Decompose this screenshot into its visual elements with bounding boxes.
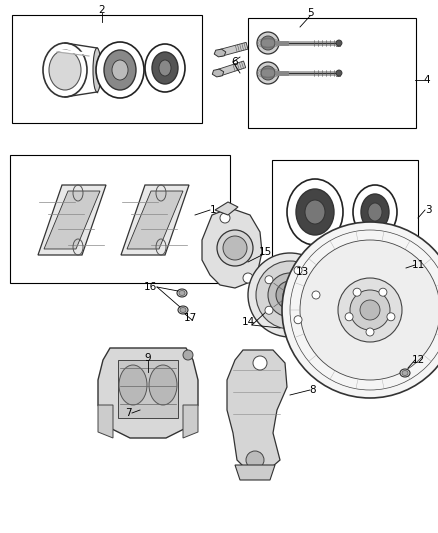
Bar	[248, 18, 416, 128]
Ellipse shape	[261, 66, 275, 80]
Text: 2: 2	[99, 5, 105, 15]
Ellipse shape	[366, 328, 374, 336]
Ellipse shape	[220, 213, 230, 223]
Ellipse shape	[223, 236, 247, 260]
Ellipse shape	[152, 52, 178, 84]
Ellipse shape	[353, 185, 397, 239]
Bar	[12, 15, 202, 123]
Text: 17: 17	[184, 313, 197, 323]
Ellipse shape	[402, 370, 408, 376]
Ellipse shape	[243, 273, 253, 283]
Polygon shape	[121, 185, 189, 255]
Ellipse shape	[43, 43, 87, 97]
Ellipse shape	[283, 288, 297, 302]
Ellipse shape	[265, 276, 273, 284]
Text: 11: 11	[411, 260, 424, 270]
Ellipse shape	[261, 36, 275, 50]
Ellipse shape	[361, 194, 389, 230]
Ellipse shape	[353, 288, 361, 296]
Text: 15: 15	[258, 247, 272, 257]
Ellipse shape	[368, 203, 382, 221]
Ellipse shape	[336, 40, 342, 46]
Polygon shape	[98, 348, 198, 438]
Ellipse shape	[345, 313, 353, 321]
Ellipse shape	[159, 60, 171, 76]
Ellipse shape	[253, 356, 267, 370]
Polygon shape	[127, 191, 183, 249]
Polygon shape	[183, 405, 198, 438]
Polygon shape	[214, 49, 226, 57]
Polygon shape	[217, 61, 246, 76]
Ellipse shape	[183, 350, 193, 360]
Ellipse shape	[104, 50, 136, 90]
Ellipse shape	[268, 273, 312, 317]
Polygon shape	[98, 405, 113, 438]
Ellipse shape	[312, 291, 320, 299]
Ellipse shape	[119, 365, 147, 405]
Ellipse shape	[179, 290, 185, 295]
Polygon shape	[215, 202, 238, 215]
Ellipse shape	[217, 230, 253, 266]
Text: 13: 13	[295, 267, 309, 277]
Text: 8: 8	[310, 385, 316, 395]
Ellipse shape	[305, 200, 325, 224]
Polygon shape	[202, 208, 262, 288]
Polygon shape	[219, 42, 248, 56]
Polygon shape	[212, 69, 224, 77]
Ellipse shape	[145, 44, 185, 92]
Text: 12: 12	[411, 355, 424, 365]
Ellipse shape	[257, 62, 279, 84]
Ellipse shape	[246, 451, 264, 469]
Ellipse shape	[336, 70, 342, 76]
Ellipse shape	[338, 278, 402, 342]
Bar	[272, 160, 418, 260]
Ellipse shape	[256, 261, 324, 329]
Ellipse shape	[294, 316, 302, 324]
Text: 4: 4	[424, 75, 430, 85]
Ellipse shape	[294, 266, 302, 274]
Text: 7: 7	[125, 408, 131, 418]
Polygon shape	[235, 465, 275, 480]
Ellipse shape	[379, 288, 387, 296]
Ellipse shape	[265, 306, 273, 314]
Polygon shape	[38, 185, 106, 255]
Ellipse shape	[93, 48, 101, 92]
Ellipse shape	[360, 300, 380, 320]
Polygon shape	[227, 350, 287, 473]
Ellipse shape	[300, 240, 438, 380]
Ellipse shape	[96, 42, 144, 98]
Text: 5: 5	[307, 8, 313, 18]
Text: 14: 14	[241, 317, 254, 327]
Ellipse shape	[112, 60, 128, 80]
Ellipse shape	[287, 179, 343, 245]
Ellipse shape	[180, 308, 186, 312]
Ellipse shape	[177, 289, 187, 297]
Bar	[118, 360, 178, 418]
Text: 9: 9	[145, 353, 151, 363]
Ellipse shape	[149, 365, 177, 405]
Polygon shape	[44, 191, 100, 249]
Text: 1: 1	[210, 205, 216, 215]
Bar	[10, 155, 230, 283]
Ellipse shape	[248, 253, 332, 337]
Ellipse shape	[276, 281, 304, 309]
Ellipse shape	[257, 32, 279, 54]
Ellipse shape	[282, 222, 438, 398]
Text: 3: 3	[425, 205, 431, 215]
Text: 16: 16	[143, 282, 157, 292]
Ellipse shape	[296, 189, 334, 235]
Ellipse shape	[49, 50, 81, 90]
Text: 6: 6	[232, 57, 238, 67]
Ellipse shape	[350, 290, 390, 330]
Ellipse shape	[387, 313, 395, 321]
Ellipse shape	[400, 369, 410, 377]
Ellipse shape	[178, 306, 188, 314]
